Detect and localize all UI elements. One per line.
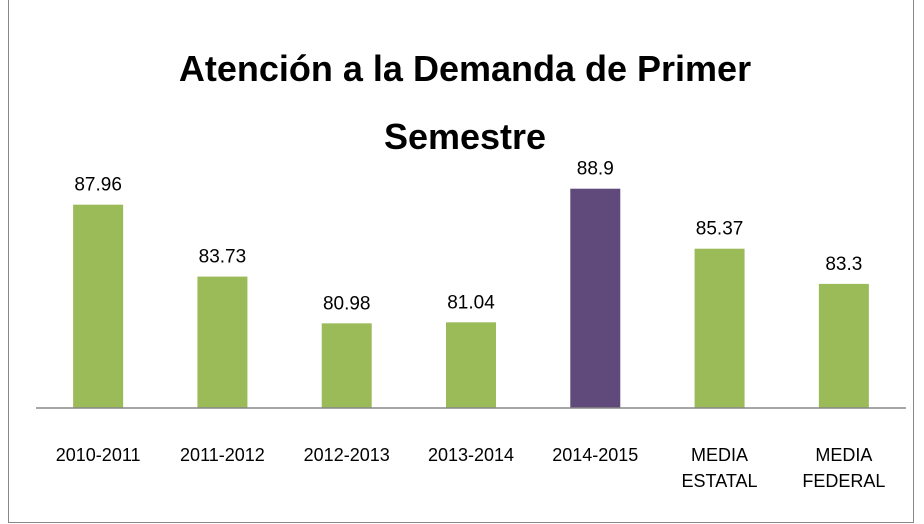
value-label: 81.04 [447, 292, 495, 313]
x-tick-label: MEDIA FEDERAL [802, 445, 886, 491]
x-tick-label: 2010-2011 [55, 445, 141, 465]
chart-frame [8, 0, 914, 523]
x-tick-label: 2011-2012 [180, 445, 265, 465]
value-label: 83.73 [199, 247, 247, 268]
x-tick-label: 2014-2015 [552, 445, 639, 465]
value-label: 88.9 [577, 159, 614, 180]
value-label: 83.3 [825, 254, 862, 275]
value-label: 87.96 [74, 175, 122, 196]
bar [570, 188, 621, 408]
bar [73, 204, 124, 408]
value-label: 85.37 [696, 219, 744, 240]
bar [197, 276, 248, 408]
bar [694, 248, 745, 408]
value-label: 80.98 [323, 293, 371, 314]
bar [321, 323, 372, 408]
x-tick-label: 2013-2014 [427, 445, 515, 465]
chart-title: Atención a la Demanda de Primer Semestre [179, 48, 751, 157]
x-tick-label: MEDIA ESTATAL [681, 445, 758, 491]
bar [446, 322, 496, 408]
x-tick-label: 2012-2013 [303, 445, 390, 465]
bar [818, 283, 869, 408]
